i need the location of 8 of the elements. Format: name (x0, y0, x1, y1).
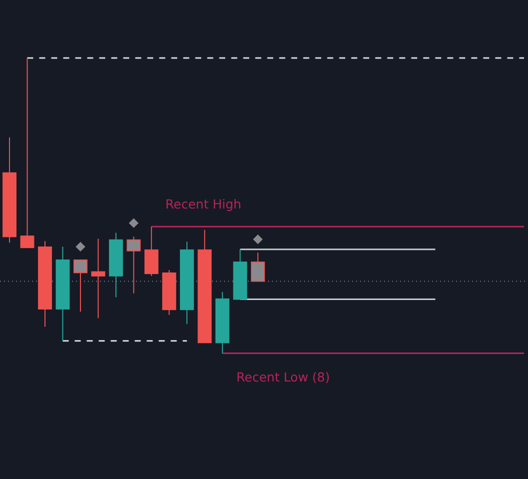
series-label: Recent Low (8) (236, 369, 330, 384)
series-label: Recent High (165, 196, 242, 212)
candlestick (144, 226, 158, 276)
candlestick (73, 259, 88, 312)
candlestick (91, 238, 106, 319)
candlestick (250, 252, 265, 282)
candlestick (126, 236, 141, 294)
candlestick (20, 58, 34, 248)
